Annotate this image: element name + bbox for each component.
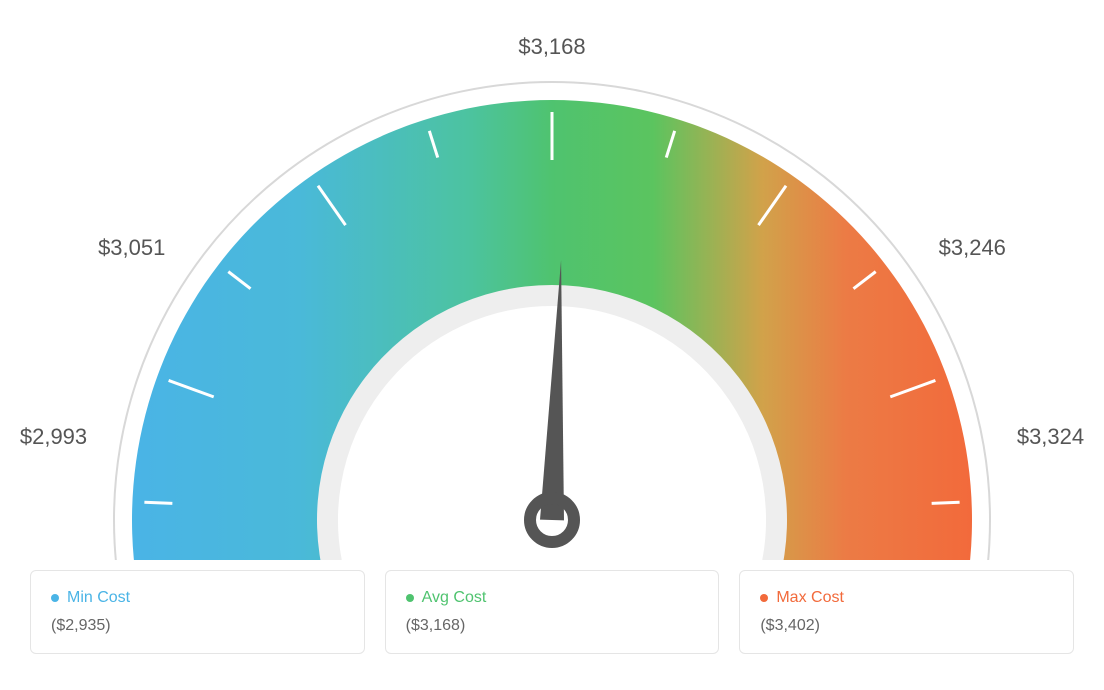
card-header: Avg Cost: [406, 589, 699, 607]
svg-text:$3,324: $3,324: [1017, 424, 1084, 449]
avg-cost-card: Avg Cost ($3,168): [385, 570, 720, 654]
min-dot-icon: [51, 594, 59, 602]
avg-dot-icon: [406, 594, 414, 602]
max-dot-icon: [760, 594, 768, 602]
card-header: Max Cost: [760, 589, 1053, 607]
svg-text:$2,993: $2,993: [20, 424, 87, 449]
avg-cost-label: Avg Cost: [422, 589, 487, 607]
svg-text:$3,246: $3,246: [939, 235, 1006, 260]
gauge-chart: $2,935$2,993$3,051$3,168$3,246$3,324$3,4…: [0, 0, 1104, 560]
avg-cost-value: ($3,168): [406, 617, 699, 635]
max-cost-label: Max Cost: [776, 589, 844, 607]
min-cost-value: ($2,935): [51, 617, 344, 635]
max-cost-value: ($3,402): [760, 617, 1053, 635]
card-header: Min Cost: [51, 589, 344, 607]
cost-cards: Min Cost ($2,935) Avg Cost ($3,168) Max …: [0, 570, 1104, 654]
min-cost-card: Min Cost ($2,935): [30, 570, 365, 654]
max-cost-card: Max Cost ($3,402): [739, 570, 1074, 654]
gauge-svg: $2,935$2,993$3,051$3,168$3,246$3,324$3,4…: [0, 0, 1104, 560]
svg-text:$3,051: $3,051: [98, 235, 165, 260]
min-cost-label: Min Cost: [67, 589, 130, 607]
svg-text:$3,168: $3,168: [518, 34, 585, 59]
